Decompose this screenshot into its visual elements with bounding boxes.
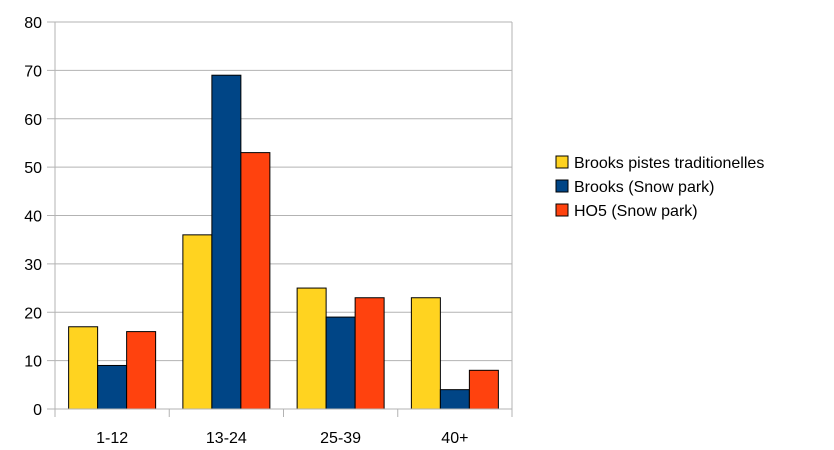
x-tick-label: 1-12 <box>96 430 128 447</box>
legend-swatch <box>555 179 569 193</box>
bar <box>410 297 441 410</box>
bar <box>354 297 385 410</box>
bar <box>296 287 327 410</box>
bar <box>211 74 242 410</box>
legend: Brooks pistes traditionelles Brooks (Snow… <box>555 155 764 220</box>
bar <box>97 364 128 410</box>
bars <box>68 74 499 410</box>
bar <box>240 152 271 410</box>
bar <box>468 369 499 410</box>
y-tick-label: 80 <box>24 15 42 32</box>
y-tick-label: 0 <box>33 402 42 419</box>
legend-label: HO5 (Snow park) <box>574 203 698 220</box>
bar <box>68 326 99 410</box>
y-tick-label: 10 <box>24 354 42 371</box>
bar <box>325 316 356 410</box>
legend-label: Brooks pistes traditionelles <box>574 155 764 172</box>
y-tick-label: 30 <box>24 257 42 274</box>
x-tick-label: 25-39 <box>320 430 361 447</box>
legend-label: Brooks (Snow park) <box>574 179 715 196</box>
x-tick-label: 40+ <box>441 430 468 447</box>
legend-swatch <box>555 203 569 217</box>
y-tick-label: 20 <box>24 305 42 322</box>
bar <box>439 389 470 410</box>
legend-swatch <box>555 155 569 169</box>
y-tick-label: 60 <box>24 112 42 129</box>
bar <box>182 234 213 410</box>
x-tick-label: 13-24 <box>206 430 247 447</box>
y-tick-label: 50 <box>24 160 42 177</box>
y-tick-label: 70 <box>24 63 42 80</box>
y-axis-ticks: 0 10 20 30 40 50 60 70 80 <box>24 15 55 419</box>
x-axis-ticks: 1-12 13-24 25-39 40+ <box>54 409 513 447</box>
gridlines <box>55 21 512 362</box>
bar <box>126 331 157 410</box>
y-tick-label: 40 <box>24 209 42 226</box>
